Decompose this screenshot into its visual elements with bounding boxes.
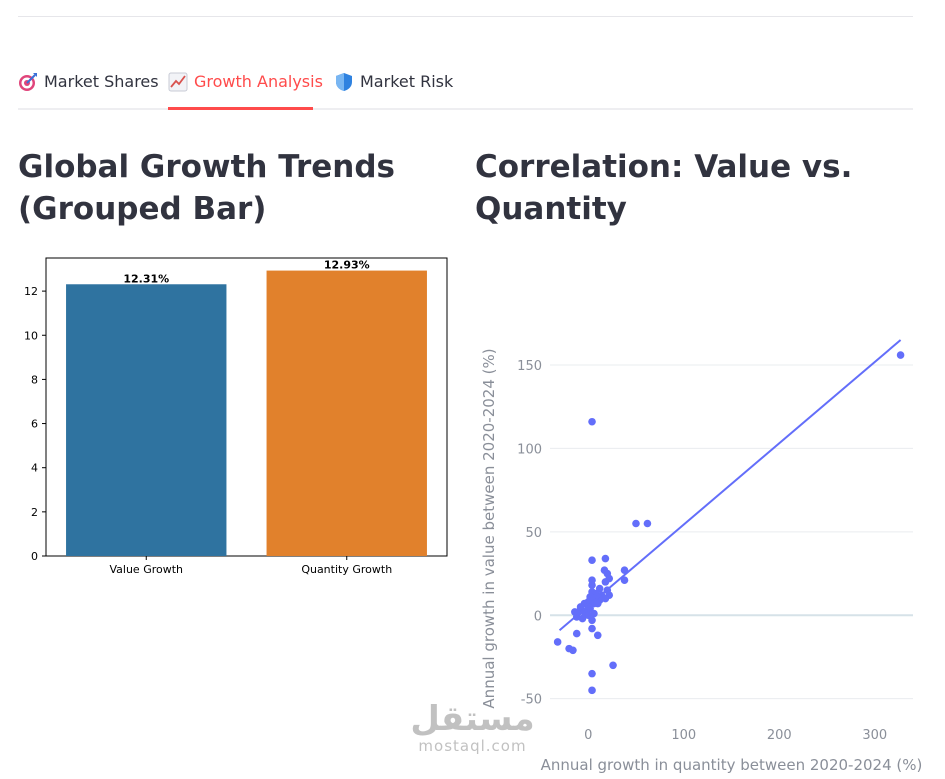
- shield-icon: [336, 73, 352, 91]
- x-tick-label: 100: [671, 728, 696, 743]
- trendline: [558, 339, 902, 632]
- scatter-point: [588, 581, 596, 590]
- scatter-point: [620, 576, 629, 585]
- scatter-point: [609, 661, 617, 670]
- scatter-point: [643, 519, 652, 528]
- tab-bar-divider: [18, 108, 913, 110]
- chart-increasing-icon: [168, 72, 188, 92]
- bar-chart-title: Global Growth Trends (Grouped Bar): [18, 149, 396, 227]
- active-tab-indicator: [168, 107, 313, 110]
- bar-data-label: 12.93%: [324, 259, 370, 272]
- scatter-point: [632, 519, 640, 528]
- tab-label: Growth Analysis: [194, 72, 323, 91]
- scatter-point: [572, 629, 581, 638]
- y-tick-label: 2: [31, 506, 38, 519]
- x-tick-label: 0: [584, 728, 592, 743]
- y-tick-label: 12: [24, 285, 38, 298]
- scatter-point: [569, 646, 577, 655]
- y-tick-label: 8: [31, 373, 38, 386]
- bar-data-label: 12.31%: [123, 272, 169, 285]
- y-tick-label: 6: [31, 418, 38, 431]
- x-tick-label: 200: [767, 728, 792, 743]
- x-tick-label: Quantity Growth: [301, 563, 392, 576]
- tab-market-shares[interactable]: Market Shares: [18, 72, 159, 108]
- tab-label: Market Risk: [360, 72, 454, 91]
- scatter-point: [896, 351, 905, 359]
- watermark-arabic: مستقل: [410, 699, 535, 739]
- tab-market-risk[interactable]: Market Risk: [334, 72, 453, 108]
- scatter-point: [588, 556, 596, 564]
- scatter-point: [588, 686, 596, 695]
- scatter-chart-title: Correlation: Value vs. Quantity: [475, 149, 853, 227]
- tab-bar: Market Shares Growth Analysis Market Ris…: [18, 62, 913, 110]
- top-divider: [18, 16, 913, 17]
- x-tick-label: 300: [862, 728, 887, 743]
- scatter-point: [588, 669, 596, 678]
- scatter-point: [601, 594, 610, 603]
- scatter-point: [590, 609, 598, 618]
- watermark: مستقل mostaql.com: [410, 700, 535, 754]
- scatter-point: [593, 599, 602, 608]
- y-axis-label: Annual growth in value between 2020-2024…: [480, 348, 498, 708]
- x-tick-label: Value Growth: [109, 563, 183, 576]
- y-tick-label: 10: [24, 329, 38, 342]
- y-tick-label: 100: [517, 442, 542, 457]
- y-tick-label: 50: [525, 526, 542, 541]
- scatter-point: [588, 616, 596, 625]
- y-tick-label: -50: [521, 693, 542, 708]
- scatter-point: [588, 417, 596, 426]
- tab-growth-analysis[interactable]: Growth Analysis: [168, 72, 323, 108]
- y-tick-label: 150: [517, 359, 542, 374]
- tab-label: Market Shares: [44, 72, 159, 91]
- scatter-point: [601, 578, 610, 586]
- target-icon: [19, 73, 37, 91]
- watermark-latin: mostaql.com: [418, 737, 527, 755]
- scatter-point: [601, 554, 610, 563]
- scatter-point: [578, 614, 587, 623]
- y-tick-label: 4: [31, 462, 38, 475]
- y-tick-label: 0: [31, 550, 38, 563]
- bar-quantity-growth: [266, 270, 427, 556]
- scatter-point: [553, 638, 562, 646]
- bar-value-growth: [66, 284, 227, 556]
- scatter-chart: -50 0 50 100 150 0 100 200 300 Annual growth in q…: [480, 339, 923, 774]
- scatter-point: [588, 624, 596, 633]
- plot-frame: [45, 257, 448, 557]
- grouped-bar-chart: 0 2 4 6 8 10 12 12.31% Value Growth 12.93% Quantit…: [24, 257, 448, 576]
- scatter-point: [593, 631, 602, 640]
- y-tick-label: 0: [534, 609, 542, 624]
- x-axis-label: Annual growth in quantity between 2020-2…: [541, 756, 923, 774]
